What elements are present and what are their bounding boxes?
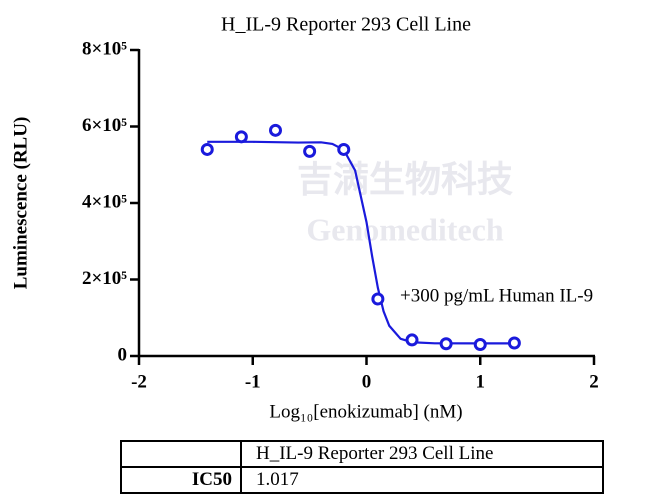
data-point	[269, 123, 282, 137]
y-tick-label: 0	[118, 344, 128, 365]
watermark: Genomeditech	[306, 211, 504, 247]
data-point	[439, 337, 453, 351]
x-tick-label: -2	[131, 371, 147, 392]
chart-title: H_IL-9 Reporter 293 Cell Line	[221, 14, 471, 36]
chart: H_IL-9 Reporter 293 Cell Line Log₁₀[enok…	[10, 14, 599, 423]
y-tick-label: 8×10⁵	[82, 38, 127, 59]
data-point	[507, 336, 521, 350]
x-tick-label: 0	[362, 371, 372, 392]
table-cell: 1.017	[240, 466, 604, 494]
fit-curve	[207, 140, 515, 345]
data-point	[337, 142, 351, 156]
y-tick-label: 4×10⁵	[82, 191, 127, 212]
data-point	[473, 338, 487, 352]
data-point	[405, 333, 419, 347]
table-corner	[120, 440, 242, 468]
data-point	[371, 292, 385, 306]
result-table: H_IL-9 Reporter 293 Cell Line IC50 1.017	[120, 440, 604, 494]
x-tick-label: -1	[245, 371, 261, 392]
table-row-label: IC50	[120, 466, 242, 494]
x-axis-label: Log₁₀[enokizumab] (nM)	[269, 401, 462, 422]
x-tick-label: 2	[589, 371, 599, 392]
y-tick-label: 6×10⁵	[82, 115, 127, 136]
table-header: H_IL-9 Reporter 293 Cell Line	[120, 440, 604, 468]
y-tick-label: 2×10⁵	[82, 268, 127, 289]
data-point	[303, 144, 317, 158]
data-point	[200, 142, 214, 156]
data-point	[234, 130, 248, 144]
annotation: +300 pg/mL Human IL-9	[400, 285, 593, 306]
table-header-cell: H_IL-9 Reporter 293 Cell Line	[240, 440, 604, 468]
watermark: 吉满生物科技	[297, 159, 513, 199]
x-tick-label: 1	[476, 371, 486, 392]
y-axis-label: Luminescence (RLU)	[10, 117, 31, 290]
table-row: IC50 1.017	[120, 466, 604, 494]
